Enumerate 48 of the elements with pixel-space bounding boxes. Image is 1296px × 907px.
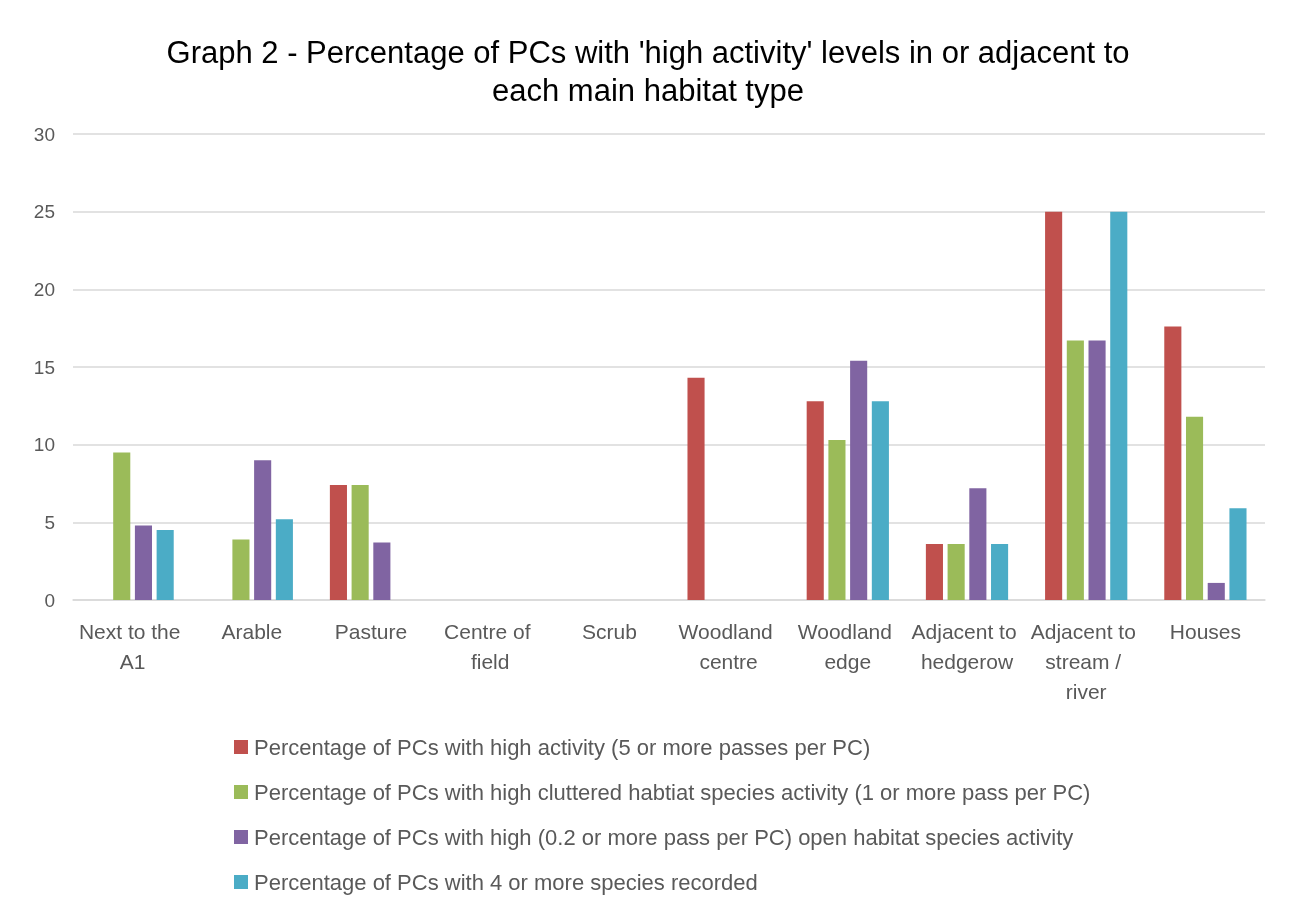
y-tick-label: 25: [33, 201, 55, 223]
bar: [1185, 416, 1204, 600]
bar: [156, 530, 174, 600]
y-tick-label: 15: [33, 356, 55, 378]
bar: [925, 544, 943, 600]
bar: [329, 485, 347, 600]
bar: [1066, 340, 1084, 600]
chart-title: Graph 2 - Percentage of PCs with 'high activity' levels in or adjacent to each main habitat type: [166, 34, 1130, 108]
bar: [113, 452, 131, 600]
y-tick-label: 20: [33, 278, 55, 300]
bar: [1229, 508, 1247, 600]
bar: [134, 525, 153, 600]
bar: [1110, 211, 1128, 600]
bar: [1164, 326, 1182, 600]
bar: [1207, 582, 1225, 600]
bar: [828, 440, 846, 600]
bar: [351, 485, 369, 600]
bar: [991, 544, 1009, 600]
y-tick-label: 0: [44, 589, 55, 611]
x-tick-label: Scrub: [581, 619, 637, 643]
x-tick-label: Next to the A1: [78, 619, 187, 673]
bar: [850, 360, 868, 600]
bar: [969, 488, 987, 600]
legend-label: Percentage of PCs with high cluttered habtiat species activity (1 or more pass per PC): [254, 779, 1091, 805]
y-tick-label: 30: [33, 123, 55, 145]
bar: [806, 401, 824, 600]
bar: [275, 519, 293, 600]
x-tick-label: Adjacent to hedgerow: [911, 619, 1023, 673]
y-tick-label: 10: [33, 434, 55, 456]
legend-label: Percentage of PCs with high activity (5 or more passes per PC): [254, 734, 871, 760]
y-tick-label: 5: [44, 511, 55, 533]
bar: [1088, 340, 1106, 600]
x-tick-label: Centre of field: [444, 619, 537, 673]
bar: [687, 377, 705, 600]
x-tick-label: Houses: [1169, 619, 1241, 643]
x-tick-label: Woodland centre: [678, 619, 779, 673]
bar: [373, 542, 391, 600]
x-tick-label: Adjacent to stream / river: [1030, 619, 1142, 703]
x-tick-label: Arable: [221, 619, 283, 643]
legend-label: Percentage of PCs with high (0.2 or more pass per PC) open habitat species activity: [254, 824, 1074, 850]
legend-label: Percentage of PCs with 4 or more species recorded: [254, 869, 758, 895]
bar: [871, 401, 889, 600]
bar: [947, 544, 965, 600]
x-tick-label: Woodland edge: [797, 619, 898, 673]
bar: [1045, 211, 1063, 600]
bar: [254, 460, 272, 600]
x-tick-label: Pasture: [334, 619, 408, 643]
bar: [232, 539, 250, 600]
